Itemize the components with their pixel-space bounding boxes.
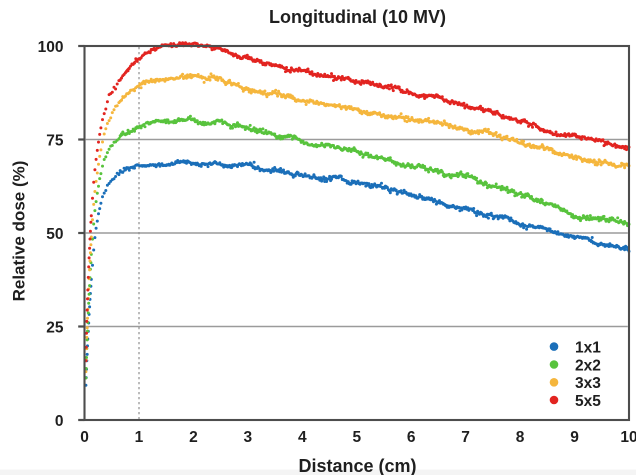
svg-text:6: 6: [407, 429, 416, 446]
svg-text:3x3: 3x3: [575, 375, 601, 392]
svg-text:1: 1: [135, 429, 144, 446]
svg-text:3: 3: [243, 429, 252, 446]
svg-text:2: 2: [189, 429, 198, 446]
svg-text:8: 8: [516, 429, 525, 446]
svg-text:Longitudinal (10 MV): Longitudinal (10 MV): [269, 7, 446, 27]
svg-text:0: 0: [80, 429, 89, 446]
svg-text:1x1: 1x1: [575, 339, 601, 356]
svg-text:Distance (cm): Distance (cm): [298, 456, 416, 475]
svg-text:7: 7: [461, 429, 470, 446]
svg-text:4: 4: [298, 429, 307, 446]
svg-text:100: 100: [38, 39, 64, 56]
svg-text:0: 0: [55, 413, 64, 430]
svg-text:5x5: 5x5: [575, 393, 601, 410]
svg-text:9: 9: [570, 429, 579, 446]
svg-text:75: 75: [46, 132, 64, 149]
svg-text:5: 5: [352, 429, 361, 446]
svg-text:2x2: 2x2: [575, 357, 601, 374]
svg-text:50: 50: [46, 226, 63, 243]
svg-text:Relative dose (%): Relative dose (%): [10, 161, 29, 302]
svg-text:25: 25: [46, 319, 64, 336]
svg-text:10: 10: [620, 429, 636, 446]
